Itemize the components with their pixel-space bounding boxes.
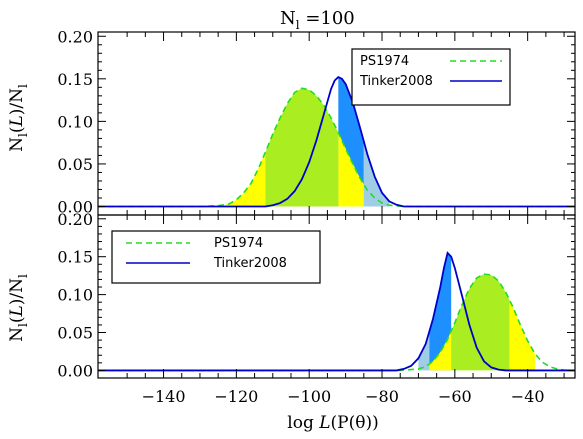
x-tick-label: −120 <box>214 387 258 406</box>
title-main: N <box>280 8 296 29</box>
legend-box <box>111 230 321 284</box>
legend-label-ps1974: PS1974 <box>360 54 409 69</box>
x-tick-label: −140 <box>142 387 186 406</box>
y-tick-label: 0.10 <box>57 286 93 305</box>
y-tick-label: 0.20 <box>57 210 93 229</box>
x-tick-labels: −140 −120 −100 −80 −60 −40 <box>142 387 545 406</box>
band-yellow-0 <box>225 152 266 207</box>
svg-text:Nl(L)/Nl: Nl(L)/Nl <box>7 274 30 342</box>
overlay-yellow-0 <box>429 331 452 371</box>
y-tick-label: 0.15 <box>57 70 93 89</box>
legend-label-ps1974: PS1974 <box>214 236 263 251</box>
legend: PS1974 Tinker2008 <box>111 230 321 284</box>
svg-text:Nl(L)/Nl: Nl(L)/Nl <box>7 84 30 152</box>
x-tick-label: −100 <box>287 387 331 406</box>
band-green-2 <box>451 274 510 371</box>
overlay-yellow-1 <box>338 132 364 207</box>
bottom-panel: 0.00 0.05 0.10 0.15 0.20 PS1974 Tinker2008 <box>57 210 576 380</box>
title-subscript: l <box>296 18 300 32</box>
top-panel: 0.00 0.05 0.10 0.15 0.20 PS1974 Tinker2008 <box>57 27 576 216</box>
band-lightblue-3 <box>363 141 390 207</box>
y-tick-label: 0.15 <box>57 248 93 267</box>
x-tick-label: −80 <box>365 387 399 406</box>
chart-title: Nl =100 <box>280 8 355 32</box>
x-tick-label: −40 <box>511 387 545 406</box>
series-line-tinker2008 <box>98 76 575 208</box>
y-axis-title-bottom: Nl(L)/Nl <box>7 274 30 342</box>
x-tick-label: −60 <box>438 387 472 406</box>
legend-label-tinker2008: Tinker2008 <box>213 256 287 271</box>
band-yellow-3 <box>509 299 535 371</box>
y-axis-title-top: Nl(L)/Nl <box>7 84 30 152</box>
plot-frame <box>97 214 576 379</box>
y-tick-label: 0.20 <box>57 27 93 46</box>
y-tick-label: 0.00 <box>57 197 93 216</box>
legend: PS1974 Tinker2008 <box>351 48 511 106</box>
legend-label-tinker2008: Tinker2008 <box>359 74 433 89</box>
y-tick-label: 0.10 <box>57 112 93 131</box>
legend-box <box>351 48 511 106</box>
series-line-tinker2008 <box>98 251 575 372</box>
y-tick-label: 0.05 <box>57 324 93 343</box>
x-axis-title: log L(P(θ)) <box>287 413 378 433</box>
title-rest: =100 <box>300 8 355 29</box>
y-tick-label: 0.00 <box>57 361 93 380</box>
series-line-ps1974 <box>98 273 576 372</box>
band-green-1 <box>265 88 339 207</box>
svg-text:Nl =100: Nl =100 <box>280 8 355 32</box>
y-tick-label: 0.05 <box>57 155 93 174</box>
